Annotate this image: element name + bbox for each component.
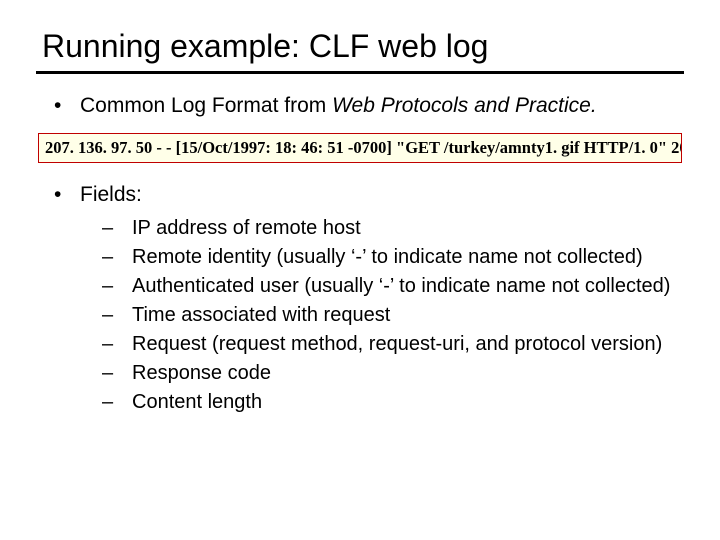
slide: Running example: CLF web log Common Log … (0, 0, 720, 540)
field-item: Time associated with request (102, 302, 684, 328)
bullet-intro: Common Log Format from Web Protocols and… (54, 92, 684, 119)
bullet-fields: Fields: IP address of remote host Remote… (54, 181, 684, 414)
field-item: IP address of remote host (102, 215, 684, 241)
fields-label: Fields: (80, 183, 142, 206)
title-rule (36, 71, 684, 74)
bullet-list: Common Log Format from Web Protocols and… (36, 92, 684, 119)
field-item: Authenticated user (usually ‘-’ to indic… (102, 273, 684, 299)
field-item: Remote identity (usually ‘-’ to indicate… (102, 244, 684, 270)
log-line-box: 207. 136. 97. 50 - - [15/Oct/1997: 18: 4… (38, 133, 682, 163)
slide-title: Running example: CLF web log (42, 28, 684, 65)
field-item: Response code (102, 360, 684, 386)
fields-list: IP address of remote host Remote identit… (80, 215, 684, 415)
bullet-list-2: Fields: IP address of remote host Remote… (36, 181, 684, 414)
field-item: Request (request method, request-uri, an… (102, 331, 684, 357)
intro-text: Common Log Format from (80, 94, 332, 117)
intro-italic: Web Protocols and Practice. (332, 94, 597, 117)
field-item: Content length (102, 389, 684, 415)
